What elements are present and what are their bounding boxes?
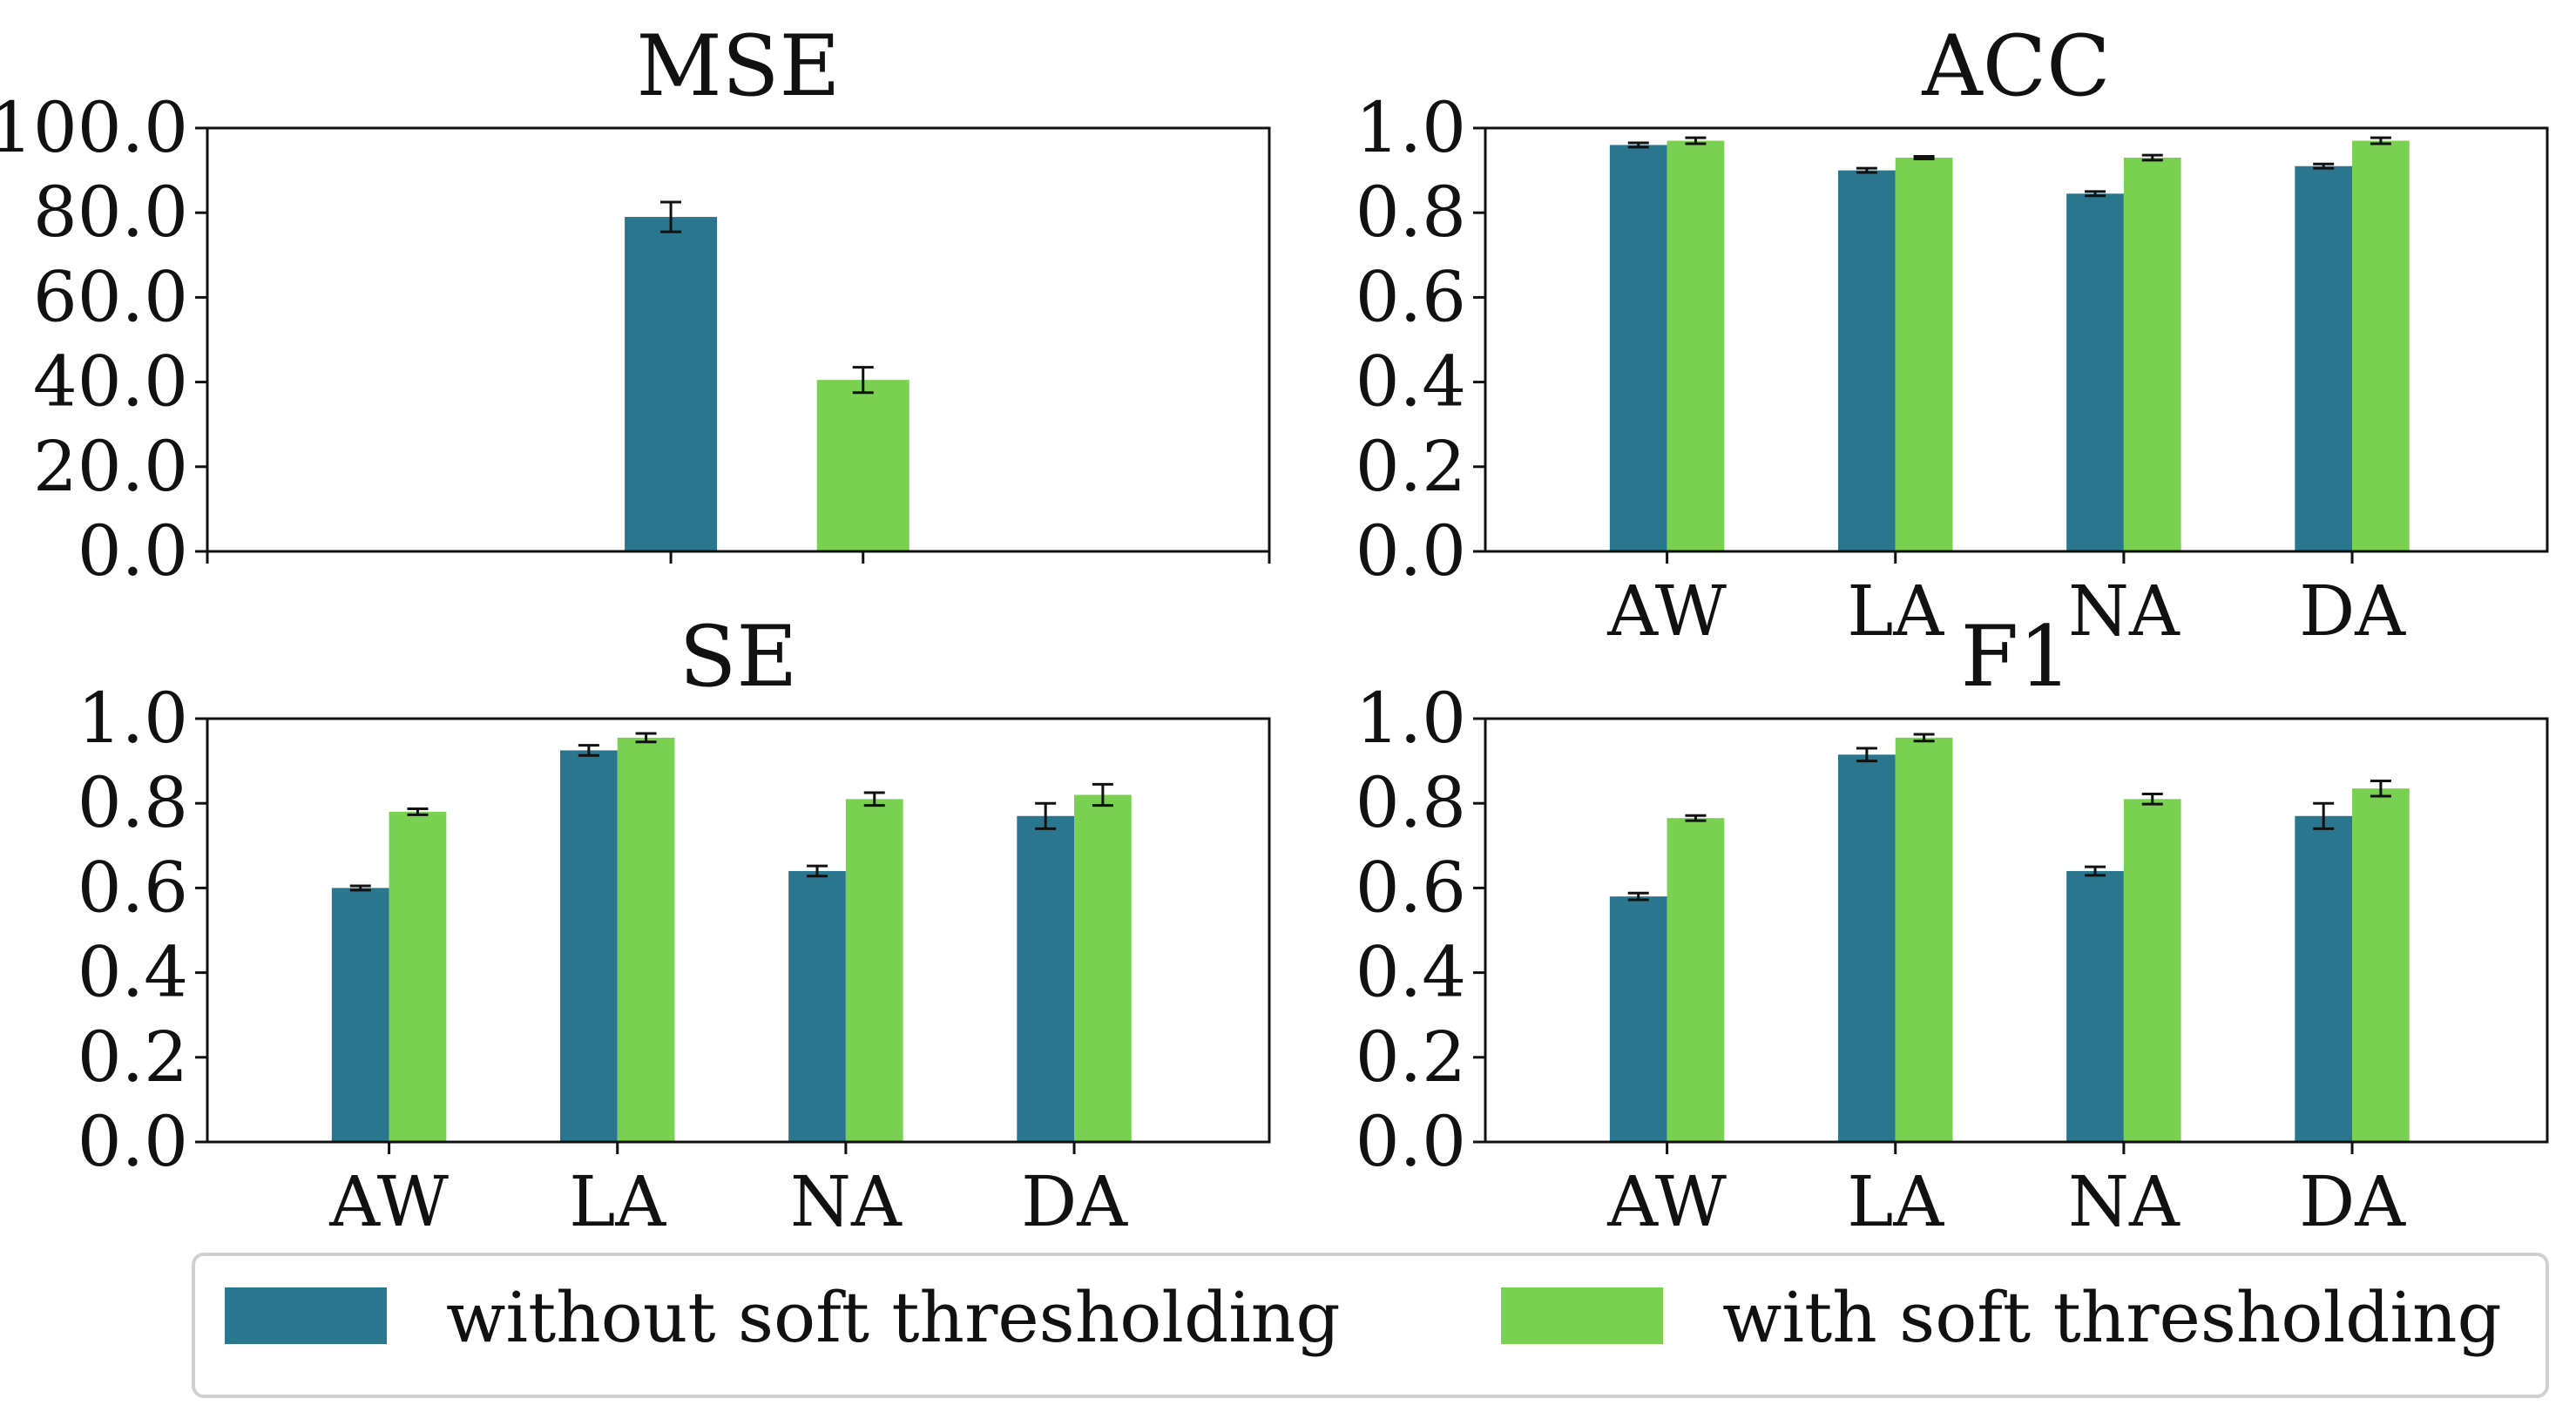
- bar-la-with: [1895, 737, 1953, 1142]
- y-tick-label: 1.0: [1356, 678, 1466, 759]
- y-tick-label: 0.6: [78, 847, 188, 928]
- y-tick-label: 0.4: [1356, 932, 1466, 1013]
- y-tick-label: 0.2: [1356, 426, 1466, 507]
- axes-frame: [1484, 717, 2549, 1144]
- bar-la-without: [560, 750, 618, 1142]
- bar-with: [816, 380, 909, 551]
- bar-da-with: [1074, 794, 1132, 1142]
- panel-title: ACC: [1921, 17, 2110, 115]
- x-tick-label: AW: [328, 1161, 449, 1242]
- y-tick-label: 0.8: [78, 762, 188, 843]
- x-tick-label: DA: [1021, 1161, 1128, 1242]
- bar-na-without: [788, 870, 846, 1142]
- y-tick-label: 0.0: [1356, 510, 1466, 591]
- x-tick-label: LA: [1847, 571, 1944, 652]
- bar-without: [625, 217, 718, 551]
- bar-aw-without: [1609, 145, 1667, 551]
- bar-da-with: [2352, 788, 2410, 1142]
- legend-label-with: with soft thresholding: [1722, 1277, 2502, 1358]
- y-tick-label: 0.0: [78, 510, 188, 591]
- panel-title: F1: [1961, 608, 2072, 706]
- x-tick-label: AW: [1606, 1161, 1727, 1242]
- x-tick-label: LA: [1847, 1161, 1944, 1242]
- bar-aw-with: [389, 811, 447, 1142]
- legend-label-without: without soft thresholding: [446, 1277, 1341, 1358]
- y-tick-label: 0.4: [1356, 341, 1466, 422]
- y-tick-label: 0.6: [1356, 847, 1466, 928]
- axes-frame: [1484, 126, 2549, 553]
- x-tick-label: LA: [569, 1161, 666, 1242]
- bar-da-with: [2352, 140, 2410, 551]
- bar-da-without: [2295, 815, 2353, 1142]
- y-tick-label: 80.0: [33, 172, 188, 253]
- y-tick-label: 1.0: [78, 678, 188, 759]
- bar-na-with: [845, 799, 903, 1142]
- bar-da-without: [1017, 815, 1075, 1142]
- x-tick-label: NA: [790, 1161, 903, 1242]
- bar-aw-with: [1667, 140, 1725, 551]
- legend: without soft thresholding with soft thre…: [192, 1253, 2549, 1398]
- x-tick-label: DA: [2299, 1161, 2406, 1242]
- panel-acc: ACC 0.00.20.40.60.81.0 AW LA NA DA: [1356, 17, 2549, 652]
- y-tick-label: 100.0: [0, 87, 188, 168]
- panel-title: MSE: [636, 17, 840, 115]
- panel-f1: F1 0.00.20.40.60.81.0 AW LA NA DA: [1356, 608, 2549, 1242]
- bar-na-without: [2066, 870, 2124, 1142]
- bar-na-with: [2123, 799, 2181, 1142]
- bar-la-with: [1895, 158, 1953, 551]
- y-tick-label: 0.4: [78, 932, 188, 1013]
- bar-aw-without: [331, 888, 389, 1142]
- bar-la-with: [617, 737, 675, 1142]
- x-tick-label: NA: [2068, 571, 2180, 652]
- y-tick-label: 1.0: [1356, 87, 1466, 168]
- legend-swatch-with: [1501, 1287, 1663, 1344]
- x-tick-label: NA: [2068, 1161, 2180, 1242]
- bar-na-without: [2066, 193, 2124, 551]
- legend-frame: [192, 1253, 2549, 1398]
- bar-aw-without: [1609, 896, 1667, 1142]
- y-tick-label: 0.0: [1356, 1101, 1466, 1182]
- y-tick-label: 40.0: [33, 341, 188, 422]
- y-tick-label: 0.2: [78, 1017, 188, 1098]
- axes-frame: [206, 126, 1271, 553]
- y-tick-label: 60.0: [33, 256, 188, 337]
- bar-da-without: [2295, 166, 2353, 552]
- y-tick-label: 20.0: [33, 426, 188, 507]
- x-tick-label: AW: [1606, 571, 1727, 652]
- chart-panels: MSE0.020.040.060.080.0100.0ACC0.00.20.40…: [0, 17, 2549, 1242]
- y-tick-label: 0.8: [1356, 762, 1466, 843]
- legend-swatch-without: [225, 1287, 387, 1344]
- bar-la-without: [1838, 170, 1896, 551]
- bar-aw-with: [1667, 818, 1725, 1142]
- panel-title: SE: [679, 608, 798, 706]
- y-tick-label: 0.2: [1356, 1017, 1466, 1098]
- bar-la-without: [1838, 754, 1896, 1142]
- bar-na-with: [2123, 158, 2181, 551]
- y-tick-label: 0.0: [78, 1101, 188, 1182]
- axes-frame: [206, 717, 1271, 1144]
- x-tick-label: DA: [2299, 571, 2406, 652]
- y-tick-label: 0.6: [1356, 256, 1466, 337]
- y-tick-label: 0.8: [1356, 172, 1466, 253]
- panel-se: SE 0.00.20.40.60.81.0 AW LA NA DA: [78, 608, 1271, 1242]
